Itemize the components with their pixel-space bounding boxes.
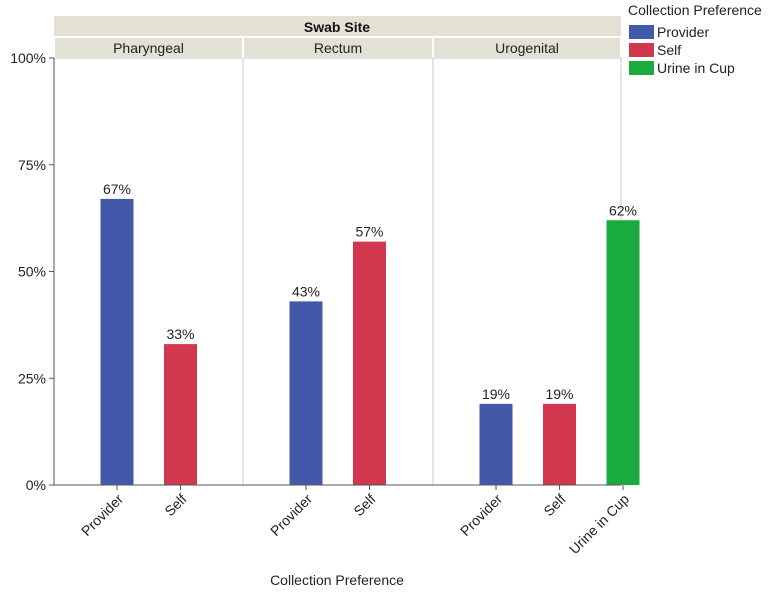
legend-swatch <box>629 43 654 57</box>
y-tick-label: 25% <box>18 370 46 386</box>
data-label: 43% <box>292 283 320 299</box>
legend-title: Collection Preference <box>628 2 762 18</box>
data-label: 33% <box>166 326 194 342</box>
legend-swatch <box>629 61 654 75</box>
data-label: 67% <box>103 181 131 197</box>
panel-frame <box>53 57 244 486</box>
panels: Pharyngeal 67% Provider 33% Self Rectum 43% Pro… <box>53 36 640 557</box>
legend-label: Self <box>657 42 681 58</box>
x-tick-label: Self <box>540 491 568 519</box>
panel-title: Urogenital <box>495 40 559 56</box>
bar <box>543 403 576 485</box>
bar <box>100 198 134 485</box>
x-tick-label: Provider <box>78 491 126 539</box>
x-tick-label: Self <box>161 491 189 519</box>
panel-frame <box>432 57 622 486</box>
y-tick-label: 50% <box>18 264 46 280</box>
y-tick-label: 0% <box>26 477 46 493</box>
panel-frame <box>242 57 434 486</box>
x-axis-title: Collection Preference <box>270 572 404 588</box>
bar <box>289 301 323 485</box>
data-label: 19% <box>545 386 573 402</box>
bar <box>479 403 513 485</box>
x-tick-label: Provider <box>457 491 505 539</box>
panel-title: Pharyngeal <box>113 40 184 56</box>
group-header-title: Swab Site <box>304 19 370 35</box>
legend-label: Provider <box>657 24 709 40</box>
bar <box>164 344 197 485</box>
legend-label: Urine in Cup <box>657 60 735 76</box>
y-tick-label: 75% <box>18 157 46 173</box>
data-label: 62% <box>609 202 637 218</box>
x-tick-label: Self <box>350 491 378 519</box>
y-tick-label: 100% <box>10 50 46 66</box>
y-axis: 0% 25% 50% 75% 100% <box>10 50 54 493</box>
group-header-band <box>54 16 621 37</box>
legend: Collection Preference Provider Self Urine … <box>628 2 762 76</box>
legend-swatch <box>629 25 654 39</box>
data-label: 57% <box>355 224 383 240</box>
data-label: 19% <box>482 386 510 402</box>
panel-title: Rectum <box>314 40 362 56</box>
x-tick-label: Urine in Cup <box>566 491 632 557</box>
x-tick-label: Provider <box>267 491 315 539</box>
bar <box>606 220 640 485</box>
bar <box>353 241 386 485</box>
